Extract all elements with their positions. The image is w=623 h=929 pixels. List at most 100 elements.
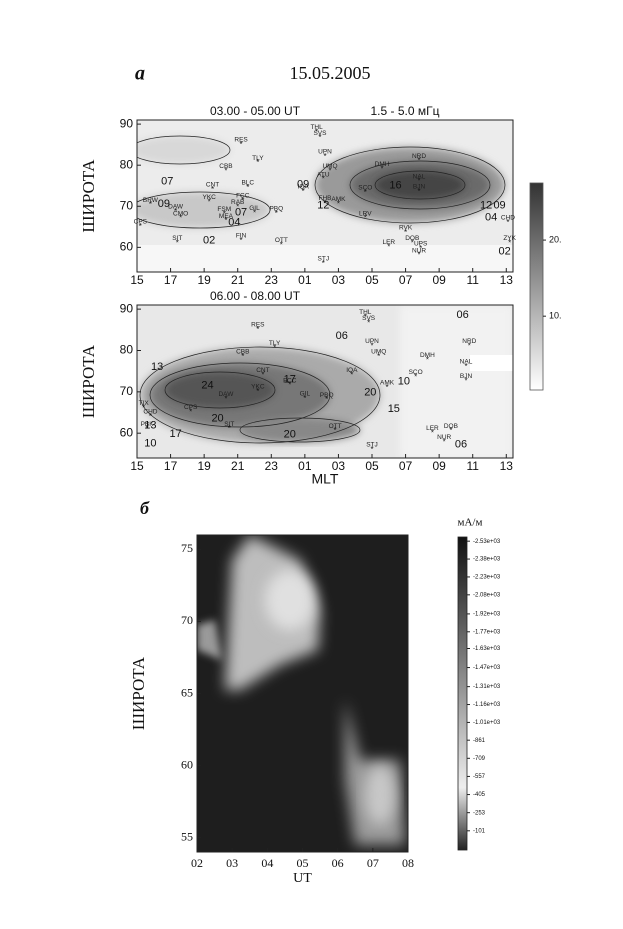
station-label: NRD <box>462 338 476 345</box>
contour-label: 09 <box>158 198 170 210</box>
station-marker: * <box>334 426 337 435</box>
colorbar-label: -2.38e+03 <box>473 557 501 563</box>
x-tick-label: 19 <box>197 273 211 287</box>
x-tick-label: 21 <box>231 459 245 473</box>
station-label: NUR <box>437 434 451 441</box>
station-label: NRD <box>412 153 426 160</box>
station-label: BRW <box>143 197 159 204</box>
station-marker: * <box>426 356 429 365</box>
date: 15.05.2005 <box>290 63 371 83</box>
station-marker: * <box>139 222 142 231</box>
station-label: TIX <box>139 400 150 407</box>
colorbar-label: -1.31e+03 <box>473 684 501 690</box>
station-marker: * <box>211 185 214 194</box>
station-label: CNT <box>256 367 269 374</box>
contour-label: 12 <box>317 199 329 211</box>
station-label: PBK <box>141 421 155 428</box>
y-tick-label: 70 <box>120 384 134 398</box>
station-marker: * <box>322 175 325 184</box>
contour-label: 07 <box>161 176 173 188</box>
colorbar-label: -2.53e+03 <box>473 539 501 545</box>
station-marker: * <box>464 377 467 386</box>
x-tick-label: 11 <box>466 459 479 473</box>
station-marker: * <box>315 127 318 136</box>
station-marker: * <box>414 372 417 381</box>
colorbar-label: -2.08e+03 <box>473 592 501 598</box>
station-label: OTT <box>275 237 288 244</box>
station-marker: * <box>417 187 420 196</box>
contour-label: 02 <box>498 245 510 257</box>
contour-label: 06 <box>455 438 467 450</box>
station-label: DAW <box>168 204 184 211</box>
contour-label: 17 <box>169 428 181 440</box>
y-tick-label: 65 <box>181 685 193 699</box>
station-marker: * <box>288 381 291 390</box>
station-marker: * <box>302 187 305 196</box>
station-marker: * <box>364 214 367 223</box>
contour-label: 13 <box>144 420 156 432</box>
y-tick-label: 75 <box>181 541 193 555</box>
x-tick-label: 02 <box>191 856 203 870</box>
station-marker: * <box>224 394 227 403</box>
colorbar-label: 20. <box>549 234 562 244</box>
x-tick-label: 08 <box>402 856 414 870</box>
station-marker: * <box>228 424 231 433</box>
station-marker: * <box>387 242 390 251</box>
station-marker: * <box>261 370 264 379</box>
station-marker: * <box>337 199 340 208</box>
y-tick-label: 60 <box>120 240 134 254</box>
x-tick-label: 09 <box>432 459 446 473</box>
station-marker: * <box>224 166 227 175</box>
station-marker: * <box>256 158 259 167</box>
y-tick-label: 90 <box>120 301 134 315</box>
colorbar-label: -1.01e+03 <box>473 720 501 726</box>
station-marker: * <box>381 164 384 173</box>
station-label: NAL <box>413 173 426 180</box>
x-tick-label: 15 <box>130 459 144 473</box>
y-axis-label: ШИРОТА <box>79 159 98 233</box>
station-marker: * <box>273 344 276 353</box>
contour <box>239 417 361 443</box>
colorbar-label: -1.16e+03 <box>473 702 501 708</box>
station-marker: * <box>146 424 149 433</box>
station-label: STJ <box>366 441 378 448</box>
y-axis-label: ШИРОТА <box>79 344 98 418</box>
station-marker: * <box>431 428 434 437</box>
station-marker: * <box>443 437 446 446</box>
station-marker: * <box>323 199 326 208</box>
station-label: CHD <box>501 214 515 221</box>
x-tick-label: 17 <box>164 459 178 473</box>
x-axis-label: UT <box>293 871 312 886</box>
contour-label: 09 <box>297 178 309 190</box>
station-marker: * <box>464 362 467 371</box>
station-marker: * <box>179 214 182 223</box>
y-tick-label: 55 <box>181 829 193 843</box>
station-marker: * <box>386 383 389 392</box>
y-tick-label: 70 <box>120 198 134 212</box>
station-label: UMQ <box>371 348 386 355</box>
station-marker: * <box>318 133 321 142</box>
station-label: FIN <box>236 232 247 239</box>
station-label: MEA <box>219 213 234 220</box>
station-marker: * <box>322 259 325 268</box>
x-tick-label: 01 <box>298 273 312 287</box>
contour-label: 24 <box>201 380 213 392</box>
station-label: DOB <box>444 423 458 430</box>
station-label: YKC <box>202 194 216 201</box>
plot-frame <box>136 119 514 273</box>
contour <box>164 371 276 409</box>
colorbar-label: -101 <box>473 828 486 834</box>
station-marker: * <box>417 177 420 186</box>
panel-title: 06.00 - 08.00 UT <box>210 289 301 303</box>
colorbar-label: -253 <box>473 810 486 816</box>
station-label: UPN <box>365 338 379 345</box>
station-label: RES <box>251 322 265 329</box>
panel-letter: б <box>140 498 150 518</box>
station-label: CBB <box>219 163 232 170</box>
station-marker: * <box>253 208 256 217</box>
station-label: THL <box>310 124 323 131</box>
station-label: FCC <box>283 377 297 384</box>
station-label: SIT <box>172 235 182 242</box>
station-label: LER <box>426 425 439 432</box>
station-label: BJN <box>460 373 473 380</box>
